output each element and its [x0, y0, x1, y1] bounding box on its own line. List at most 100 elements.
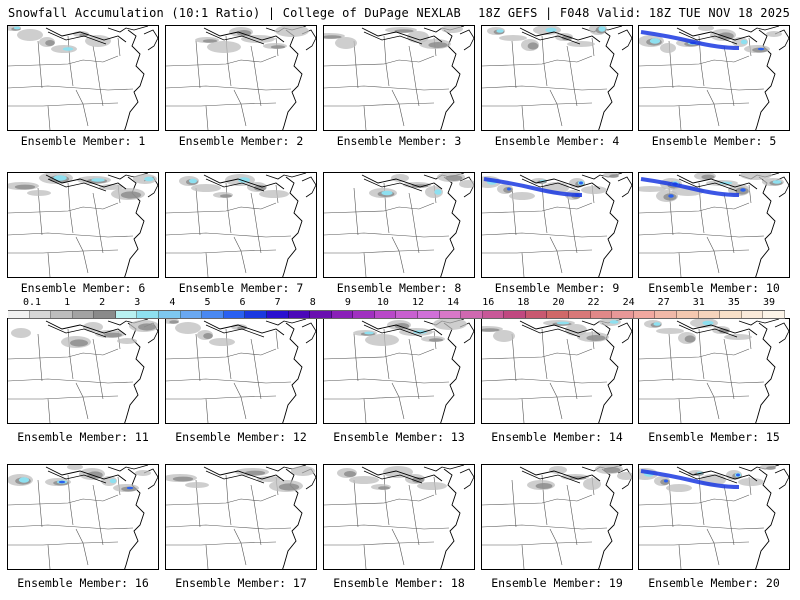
- colorbar-swatch: [504, 311, 526, 318]
- colorbar-tick-label: 10: [376, 297, 389, 308]
- member-panel-7: [165, 172, 317, 278]
- colorbar-tick-label: 18: [517, 297, 530, 308]
- colorbar-swatch: [417, 311, 440, 318]
- member-label-19: Ensemble Member: 19: [491, 576, 623, 590]
- colorbar-tick-label: 3: [134, 297, 141, 308]
- member-panel-18: [323, 464, 475, 570]
- member-label-3: Ensemble Member: 3: [336, 134, 462, 148]
- colorbar-tick-label: 27: [657, 297, 670, 308]
- member-label-17: Ensemble Member: 17: [175, 576, 307, 590]
- colorbar-swatch: [655, 311, 677, 318]
- snowfall-map: [639, 319, 789, 423]
- colorbar-swatch: [159, 311, 181, 318]
- member-label-6: Ensemble Member: 6: [20, 281, 146, 295]
- colorbar-swatch: [396, 311, 418, 318]
- snowfall-map: [8, 173, 158, 277]
- colorbar-swatch: [8, 311, 30, 318]
- colorbar-tick-label: 9: [344, 297, 351, 308]
- snowfall-map: [324, 26, 474, 130]
- colorbar-swatch: [525, 311, 548, 318]
- colorbar-swatch: [115, 311, 138, 318]
- member-label-1: Ensemble Member: 1: [20, 134, 146, 148]
- member-panel-15: [638, 318, 790, 424]
- snowfall-map: [639, 465, 789, 569]
- member-label-13: Ensemble Member: 13: [333, 430, 465, 444]
- member-label-14: Ensemble Member: 14: [491, 430, 623, 444]
- colorbar-swatch: [698, 311, 721, 318]
- snowfall-map: [482, 173, 632, 277]
- snowfall-map: [8, 26, 158, 130]
- colorbar-swatch: [590, 311, 613, 318]
- member-label-5: Ensemble Member: 5: [651, 134, 777, 148]
- colorbar-swatch: [720, 311, 742, 318]
- member-panel-10: [638, 172, 790, 278]
- colorbar-tick-label: 4: [169, 297, 176, 308]
- colorbar-tick-labels: 0.1 1 2 3 4 5 6 7 8 9 10 12 14 16 18 20 22 24 27 31 35 39: [8, 297, 785, 310]
- snowfall-map: [166, 26, 316, 130]
- colorbar-swatch: [266, 311, 289, 318]
- map-title: Snowfall Accumulation (10:1 Ratio) | Col…: [8, 6, 461, 20]
- member-panel-14: [481, 318, 633, 424]
- colorbar-tick-label: 16: [482, 297, 495, 308]
- colorbar-tick-label: 5: [204, 297, 211, 308]
- colorbar-swatch: [29, 311, 52, 318]
- colorbar-swatch: [569, 311, 591, 318]
- colorbar-swatch: [51, 311, 73, 318]
- colorbar-swatch: [763, 311, 785, 318]
- snowfall-map: [482, 319, 632, 423]
- colorbar-swatch: [72, 311, 95, 318]
- member-label-20: Ensemble Member: 20: [648, 576, 780, 590]
- member-panel-11: [7, 318, 159, 424]
- snowfall-map: [166, 465, 316, 569]
- snowfall-map: [482, 26, 632, 130]
- member-label-12: Ensemble Member: 12: [175, 430, 307, 444]
- colorbar-swatch: [245, 311, 267, 318]
- colorbar-tick-label: 35: [727, 297, 740, 308]
- member-label-10: Ensemble Member: 10: [648, 281, 780, 295]
- colorbar-swatch: [202, 311, 224, 318]
- snowfall-map: [166, 319, 316, 423]
- member-panel-5: [638, 25, 790, 131]
- snowfall-map: [639, 173, 789, 277]
- member-panel-3: [323, 25, 475, 131]
- colorbar-tick-label: 39: [762, 297, 776, 308]
- member-label-2: Ensemble Member: 2: [178, 134, 304, 148]
- colorbar-swatch: [223, 311, 246, 318]
- colorbar-tick-label: 14: [447, 297, 460, 308]
- member-panel-6: [7, 172, 159, 278]
- colorbar-swatch: [94, 311, 116, 318]
- member-panel-1: [7, 25, 159, 131]
- colorbar-tick-label: 8: [309, 297, 316, 308]
- colorbar-swatch: [612, 311, 634, 318]
- colorbar-tick-label: 31: [692, 297, 705, 308]
- colorbar-swatch: [180, 311, 203, 318]
- colorbar-swatch: [547, 311, 570, 318]
- snowfall-map: [8, 319, 158, 423]
- colorbar-tick-label: 2: [99, 297, 106, 308]
- colorbar-swatch: [439, 311, 462, 318]
- colorbar-swatch: [353, 311, 375, 318]
- colorbar-swatch: [310, 311, 332, 318]
- member-panel-20: [638, 464, 790, 570]
- member-label-4: Ensemble Member: 4: [494, 134, 620, 148]
- member-label-8: Ensemble Member: 8: [336, 281, 462, 295]
- member-panel-12: [165, 318, 317, 424]
- member-panel-16: [7, 464, 159, 570]
- snowfall-map: [639, 26, 789, 130]
- colorbar-tick-label: 7: [274, 297, 281, 308]
- member-label-15: Ensemble Member: 15: [648, 430, 780, 444]
- snowfall-colorbar: [8, 310, 785, 319]
- colorbar-tick-label: 0.1: [22, 297, 42, 308]
- snowfall-map: [8, 465, 158, 569]
- colorbar-tick-label: 22: [587, 297, 600, 308]
- member-label-16: Ensemble Member: 16: [17, 576, 149, 590]
- colorbar-swatch: [482, 311, 505, 318]
- run-info: 18Z GEFS | F048 Valid: 18Z TUE NOV 18 20…: [478, 6, 790, 20]
- colorbar-swatch: [461, 311, 483, 318]
- member-label-11: Ensemble Member: 11: [17, 430, 149, 444]
- member-label-9: Ensemble Member: 9: [494, 281, 620, 295]
- member-panel-9: [481, 172, 633, 278]
- member-panel-17: [165, 464, 317, 570]
- colorbar-tick-label: 6: [239, 297, 246, 308]
- snowfall-map: [324, 465, 474, 569]
